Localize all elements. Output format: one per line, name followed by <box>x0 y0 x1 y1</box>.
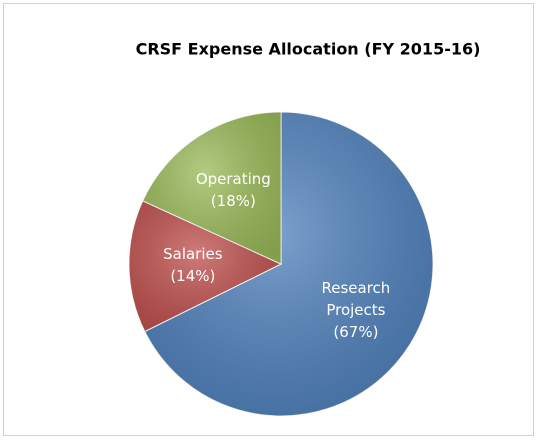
label-value: (67%) <box>333 323 379 342</box>
label-value: (18%) <box>210 191 256 210</box>
label-category: Salaries <box>163 245 223 264</box>
data-label: Salaries (14%) <box>138 243 248 287</box>
label-category: Research Projects <box>321 279 391 320</box>
label-category: Operating <box>195 169 271 188</box>
chart-title: CRSF Expense Allocation (FY 2015-16) <box>136 40 481 59</box>
data-label: Research Projects (67%) <box>301 277 411 343</box>
data-label: Operating (18%) <box>178 168 288 212</box>
label-value: (14%) <box>170 267 216 286</box>
chart-frame <box>3 3 534 436</box>
